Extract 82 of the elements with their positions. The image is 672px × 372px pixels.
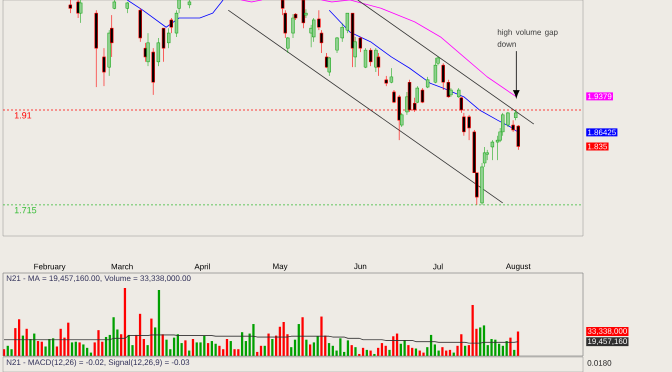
bar: [264, 346, 266, 356]
candlestick: [426, 76, 430, 88]
candlestick: [170, 18, 174, 34]
bar: [332, 346, 334, 356]
bar: [479, 327, 482, 356]
bar: [162, 334, 164, 356]
candlestick: [400, 112, 404, 128]
candlestick: [156, 38, 160, 66]
bar: [26, 328, 28, 356]
bar: [445, 350, 448, 356]
bar: [309, 344, 312, 356]
candlestick: [166, 28, 170, 48]
bar: [237, 349, 240, 356]
bar: [67, 322, 70, 356]
bar: [366, 350, 368, 356]
bar: [203, 336, 206, 356]
bar: [214, 344, 217, 356]
candlestick: [364, 48, 368, 68]
bar: [48, 338, 50, 356]
candlestick: [328, 56, 331, 76]
bar: [40, 342, 43, 356]
candlestick: [126, 2, 130, 14]
bar: [494, 340, 496, 356]
candlestick: [416, 86, 420, 104]
ref-line-label: 1.91: [14, 112, 32, 119]
candlestick: [376, 52, 380, 76]
candlestick: [368, 48, 372, 66]
bar: [146, 345, 149, 356]
candlestick: [162, 28, 166, 62]
candlestick: [390, 68, 394, 84]
bar: [82, 344, 85, 356]
bar: [210, 341, 214, 356]
bar: [298, 324, 300, 356]
candlestick: [302, 0, 306, 29]
bar: [513, 350, 516, 356]
candlestick: [286, 36, 290, 54]
candlestick: [284, 10, 287, 38]
bar: [282, 322, 285, 356]
candlestick: [420, 88, 424, 104]
candlestick: [317, 10, 321, 30]
candlestick: [353, 36, 357, 68]
candlestick: [304, 8, 308, 18]
bar: [452, 352, 455, 356]
bar: [230, 341, 232, 356]
bar: [339, 338, 342, 356]
bar: [128, 334, 130, 356]
candlestick: [514, 110, 518, 120]
bar: [316, 336, 319, 356]
bar: [403, 340, 406, 356]
candlestick: [392, 90, 396, 104]
bar: [60, 328, 62, 356]
bar: [411, 348, 414, 356]
candlestick: [358, 36, 362, 52]
candlestick: [467, 114, 471, 140]
bar: [196, 342, 198, 356]
bar: [305, 340, 308, 356]
candlestick: [485, 150, 489, 160]
bar: [86, 348, 88, 356]
candlestick: [174, 10, 178, 38]
bar: [176, 334, 179, 356]
candlestick: [188, 0, 192, 9]
bar: [472, 304, 474, 356]
bar: [392, 336, 394, 356]
candlestick: [456, 88, 460, 98]
bar: [18, 319, 20, 356]
candlestick: [462, 112, 466, 136]
candlestick: [320, 30, 324, 54]
bar: [506, 341, 508, 356]
bar: [52, 338, 54, 356]
bar: [400, 344, 402, 356]
bar: [460, 334, 462, 356]
bar: [384, 346, 387, 356]
bar: [33, 334, 36, 356]
bar: [188, 350, 190, 356]
bar: [350, 345, 353, 356]
bar: [418, 350, 421, 356]
bar: [74, 342, 77, 356]
bar: [271, 338, 274, 356]
bar: [6, 346, 9, 356]
candlestick: [384, 76, 388, 86]
ref-line-label: 1.715: [14, 207, 36, 214]
candlestick: [490, 140, 494, 160]
